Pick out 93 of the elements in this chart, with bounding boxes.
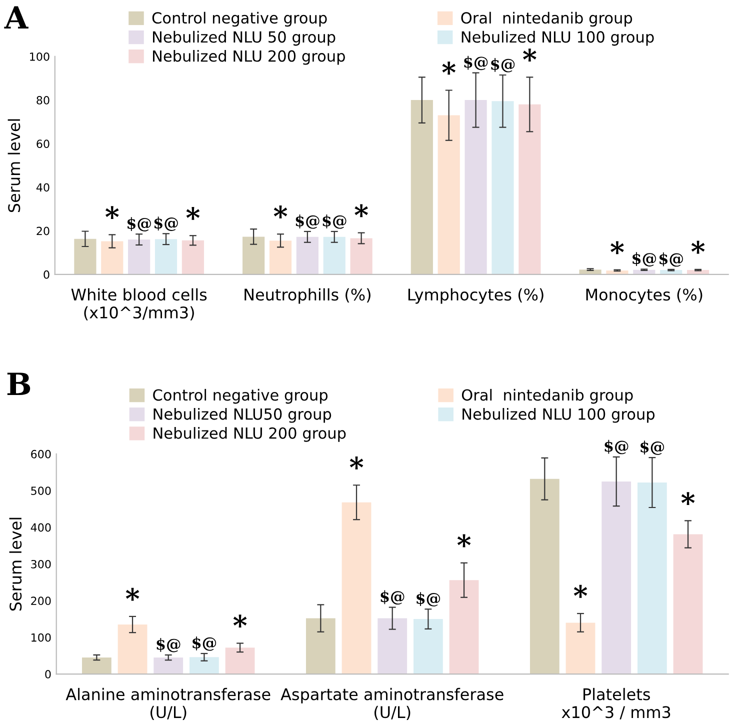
y-tick-label: 40 (36, 183, 50, 192)
y-tick-label: 0 (44, 270, 50, 279)
data-label: $@ (416, 592, 440, 606)
legend-label: Control negative group (152, 12, 327, 27)
data-label: * (457, 534, 471, 548)
bar (350, 238, 372, 274)
bar (154, 239, 178, 274)
data-label: * (574, 584, 588, 598)
data-label: $@ (154, 216, 178, 231)
bar (438, 115, 460, 274)
bar (518, 104, 541, 274)
x-tick-label: Neutrophills (%) (244, 288, 370, 304)
bar (82, 658, 112, 674)
y-tick-label: 80 (36, 96, 50, 104)
legend-label: Control negative group (153, 388, 328, 404)
data-label: $@ (640, 440, 664, 455)
bar (637, 482, 667, 674)
bar (492, 101, 514, 274)
data-label: * (105, 206, 119, 220)
y-tick-label: 500 (31, 486, 51, 496)
x-tick-label: Lymphocytes (%) (408, 288, 544, 304)
bar (673, 534, 703, 674)
bar (118, 624, 148, 674)
data-label: * (233, 614, 247, 628)
bar (190, 657, 219, 674)
data-label: * (691, 240, 705, 254)
data-label: $@ (491, 58, 515, 72)
x-tick-label: Alanine aminotransferase (U/L) (66, 688, 270, 720)
bar (296, 236, 318, 274)
data-label: * (610, 241, 624, 254)
bar (602, 481, 632, 674)
bar (242, 236, 265, 274)
y-tick-label: 20 (36, 226, 50, 236)
data-label: * (126, 588, 140, 601)
chart-title: A (4, 6, 28, 29)
data-label: $@ (192, 636, 216, 651)
y-tick-label: 400 (30, 523, 51, 532)
x-tick-label: Platelets x10^3 / mm3 (562, 688, 670, 720)
x-tick-label: White blood cells (x10^3/mm3) (71, 288, 207, 320)
bar (378, 618, 408, 674)
bar (323, 236, 346, 274)
y-tick-label: 600 (31, 450, 51, 458)
bar (128, 240, 150, 274)
x-tick-label: Aspartate aminotransferase (U/L) (280, 688, 504, 720)
data-label: * (186, 207, 200, 220)
chart-title: B (7, 372, 30, 395)
bar (269, 240, 292, 274)
legend-label: Nebulized NLU 100 group (462, 30, 654, 46)
data-label: $@ (156, 638, 180, 652)
bar (154, 658, 184, 674)
legend-label: Oral nintedanib group (462, 388, 633, 404)
data-label: $@ (464, 56, 488, 70)
y-tick-label: 0 (45, 670, 51, 678)
y-tick-label: 60 (36, 140, 50, 148)
data-label: $@ (604, 440, 628, 454)
y-tick-label: 100 (30, 52, 50, 61)
legend-label: Oral nintedanib group (461, 12, 632, 27)
data-label: $@ (380, 590, 404, 605)
y-tick-label: 200 (31, 596, 51, 606)
bar (449, 580, 479, 674)
x-tick-label: Monocytes (%) (586, 288, 702, 304)
data-label: $@ (322, 214, 346, 229)
bar (579, 270, 602, 274)
y-axis-title: Serum level (9, 518, 22, 611)
legend-label: Nebulized NLU 200 group (153, 50, 345, 65)
y-tick-label: 100 (32, 633, 51, 642)
data-label: $@ (660, 252, 683, 267)
data-label: $@ (296, 214, 320, 229)
bar (225, 648, 255, 674)
data-label: * (681, 492, 695, 506)
data-label: * (523, 48, 536, 62)
bar (306, 618, 336, 674)
y-tick-label: 300 (31, 560, 51, 568)
legend-label: Nebulized NLU 50 group (153, 30, 336, 46)
data-label: * (274, 206, 288, 218)
data-label: * (350, 456, 364, 470)
data-label: * (442, 62, 456, 75)
data-label: $@ (632, 252, 656, 266)
bar (413, 619, 443, 674)
legend-label: Nebulized NLU 200 group (154, 427, 346, 442)
legend-label: Nebulized NLU50 group (154, 408, 332, 423)
bar (530, 478, 560, 674)
bar (342, 502, 372, 674)
bar (74, 238, 96, 274)
bar (101, 241, 124, 274)
bar (182, 240, 204, 274)
bar (566, 622, 596, 674)
data-label: * (354, 204, 368, 218)
data-label: $@ (127, 217, 151, 232)
bar (464, 100, 487, 274)
legend-label: Nebulized NLU 100 group (462, 408, 655, 423)
bar (410, 100, 433, 274)
y-axis-title: Serum level (8, 119, 20, 212)
